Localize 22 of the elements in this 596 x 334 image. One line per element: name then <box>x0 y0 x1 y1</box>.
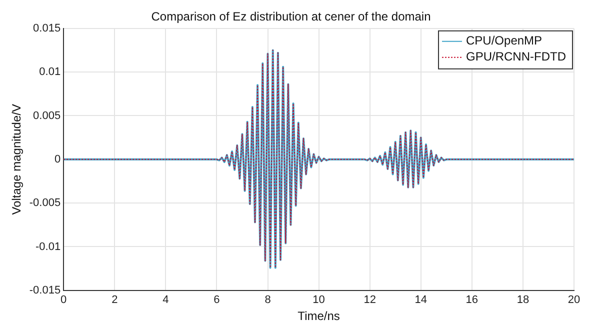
y-tick-label: 0.01 <box>39 66 61 78</box>
x-tick-label: 12 <box>364 294 376 306</box>
chart-title: Comparison of Ez distribution at cener of the domain <box>151 10 431 24</box>
x-tick-label: 20 <box>568 294 580 306</box>
x-tick-label: 10 <box>312 294 325 306</box>
legend-label: GPU/RCNN-FDTD <box>466 50 566 64</box>
legend-label: CPU/OpenMP <box>466 34 542 48</box>
x-tick-label: 18 <box>516 294 530 306</box>
x-tick-label: 16 <box>466 294 478 306</box>
x-tick-label: 6 <box>214 294 220 306</box>
x-tick-label: 2 <box>112 294 118 306</box>
x-tick-label: 14 <box>414 294 427 306</box>
y-tick-label: 0.005 <box>33 110 61 122</box>
y-axis-title: Voltage magnitude/V <box>10 104 24 215</box>
y-tick-label: -0.015 <box>29 284 61 296</box>
y-tick-label: -0.01 <box>36 240 61 253</box>
x-tick-label: 8 <box>264 294 271 306</box>
x-tick-label: 4 <box>162 294 169 306</box>
y-tick-label: 0 <box>54 153 61 166</box>
y-tick-label: 0.015 <box>33 22 61 34</box>
x-axis-title: Time/ns <box>298 309 340 324</box>
y-tick-label: -0.005 <box>29 197 61 210</box>
